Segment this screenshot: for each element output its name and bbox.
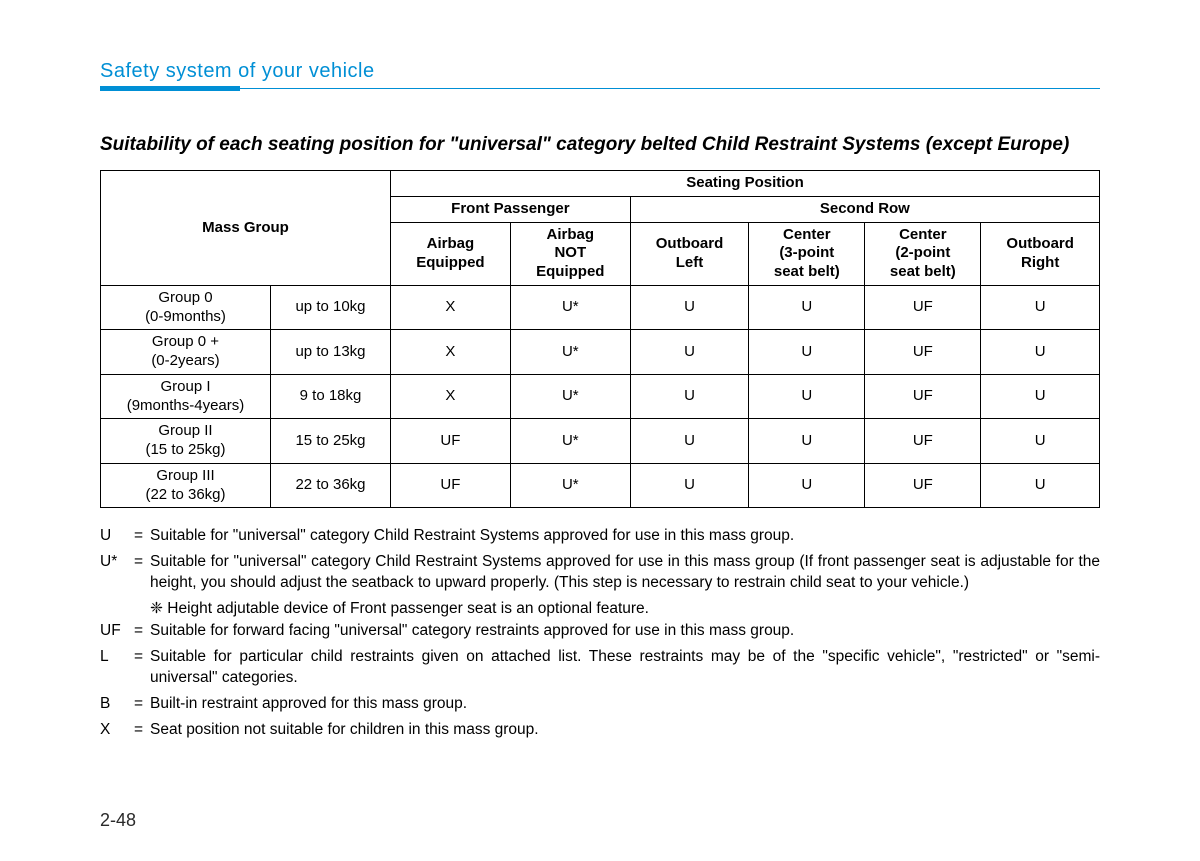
- table-cell: UF: [865, 285, 981, 330]
- th-mass-group: Mass Group: [101, 171, 391, 286]
- table-row: Group III(22 to 36kg)22 to 36kgUFU*UUUFU: [101, 463, 1100, 508]
- legend-text: Suitable for particular child restraints…: [150, 647, 1100, 689]
- legend-code: B: [100, 694, 134, 715]
- legend-row: L=Suitable for particular child restrain…: [100, 647, 1100, 689]
- legend-code: U: [100, 526, 134, 547]
- th-seating-position: Seating Position: [391, 171, 1100, 197]
- legend-row: B=Built-in restraint approved for this m…: [100, 694, 1100, 715]
- th-airbag-not-equipped: AirbagNOTEquipped: [510, 222, 630, 285]
- legend-row: U*=Suitable for "universal" category Chi…: [100, 552, 1100, 594]
- legend-row: X=Seat position not suitable for childre…: [100, 720, 1100, 741]
- table-row: Group 0 +(0-2years)up to 13kgXU*UUUFU: [101, 330, 1100, 375]
- mass-group-name: Group 0 +(0-2years): [101, 330, 271, 375]
- table-cell: U: [749, 419, 865, 464]
- table-cell: X: [391, 330, 511, 375]
- legend-text: Suitable for "universal" category Child …: [150, 552, 1100, 594]
- table-cell: U: [630, 419, 749, 464]
- table-cell: U: [630, 330, 749, 375]
- table-cell: X: [391, 374, 511, 419]
- th-center-3pt: Center(3-pointseat belt): [749, 222, 865, 285]
- mass-group-weight: up to 13kg: [271, 330, 391, 375]
- legend-row: U=Suitable for "universal" category Chil…: [100, 526, 1100, 547]
- th-outboard-left: OutboardLeft: [630, 222, 749, 285]
- mass-group-weight: 15 to 25kg: [271, 419, 391, 464]
- legend-code: L: [100, 647, 134, 689]
- table-cell: U*: [510, 463, 630, 508]
- th-front-passenger: Front Passenger: [391, 196, 631, 222]
- mass-group-weight: 9 to 18kg: [271, 374, 391, 419]
- mass-group-name: Group 0(0-9months): [101, 285, 271, 330]
- legend-text: Seat position not suitable for children …: [150, 720, 1100, 741]
- header-underline: [100, 87, 1100, 90]
- table-cell: U*: [510, 330, 630, 375]
- table-cell: U: [981, 285, 1100, 330]
- table-cell: U: [981, 463, 1100, 508]
- table-cell: UF: [865, 419, 981, 464]
- page-number: 2-48: [100, 810, 136, 831]
- legend-text: Suitable for forward facing "universal" …: [150, 621, 1100, 642]
- legend-code: UF: [100, 621, 134, 642]
- table-cell: U*: [510, 374, 630, 419]
- table-cell: X: [391, 285, 511, 330]
- table-row: Group II(15 to 25kg)15 to 25kgUFU*UUUFU: [101, 419, 1100, 464]
- section-header: Safety system of your vehicle: [100, 60, 1100, 83]
- legend-note: ❈ Height adjutable device of Front passe…: [150, 599, 1100, 618]
- legend-equals: =: [134, 621, 150, 642]
- legend-equals: =: [134, 720, 150, 741]
- table-cell: U: [630, 285, 749, 330]
- table-cell: U: [981, 374, 1100, 419]
- mass-group-weight: up to 10kg: [271, 285, 391, 330]
- table-cell: U*: [510, 285, 630, 330]
- table-cell: UF: [391, 419, 511, 464]
- table-title: Suitability of each seating position for…: [100, 134, 1100, 156]
- table-cell: U: [630, 463, 749, 508]
- mass-group-name: Group II(15 to 25kg): [101, 419, 271, 464]
- table-cell: U: [981, 330, 1100, 375]
- legend-text: Built-in restraint approved for this mas…: [150, 694, 1100, 715]
- table-cell: U: [749, 330, 865, 375]
- legend-equals: =: [134, 647, 150, 689]
- th-second-row: Second Row: [630, 196, 1099, 222]
- legend-equals: =: [134, 526, 150, 547]
- crs-table: Mass Group Seating Position Front Passen…: [100, 170, 1100, 508]
- legend-equals: =: [134, 694, 150, 715]
- table-row: Group 0(0-9months)up to 10kgXU*UUUFU: [101, 285, 1100, 330]
- legend-equals: =: [134, 552, 150, 594]
- table-cell: UF: [865, 463, 981, 508]
- table-cell: UF: [865, 330, 981, 375]
- page: Safety system of your vehicle Suitabilit…: [0, 0, 1200, 786]
- legend: U=Suitable for "universal" category Chil…: [100, 526, 1100, 740]
- legend-code: U*: [100, 552, 134, 594]
- legend-text: Suitable for "universal" category Child …: [150, 526, 1100, 547]
- table-cell: U*: [510, 419, 630, 464]
- table-cell: U: [749, 285, 865, 330]
- legend-code: X: [100, 720, 134, 741]
- mass-group-name: Group I(9months-4years): [101, 374, 271, 419]
- table-cell: U: [749, 374, 865, 419]
- table-cell: U: [981, 419, 1100, 464]
- table-cell: U: [749, 463, 865, 508]
- th-center-2pt: Center(2-pointseat belt): [865, 222, 981, 285]
- mass-group-weight: 22 to 36kg: [271, 463, 391, 508]
- table-cell: UF: [865, 374, 981, 419]
- table-cell: UF: [391, 463, 511, 508]
- table-cell: U: [630, 374, 749, 419]
- th-outboard-right: OutboardRight: [981, 222, 1100, 285]
- mass-group-name: Group III(22 to 36kg): [101, 463, 271, 508]
- legend-row: UF= Suitable for forward facing "univers…: [100, 621, 1100, 642]
- th-airbag-equipped: AirbagEquipped: [391, 222, 511, 285]
- table-row: Group I(9months-4years)9 to 18kgXU*UUUFU: [101, 374, 1100, 419]
